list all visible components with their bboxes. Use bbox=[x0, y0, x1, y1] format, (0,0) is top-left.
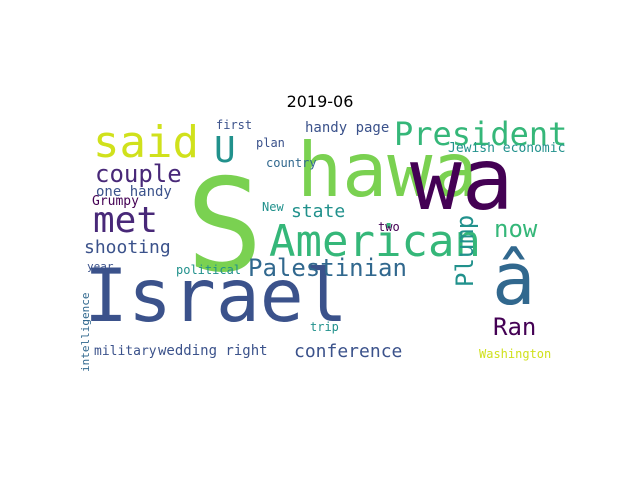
word-hawa: hawa bbox=[297, 126, 478, 214]
word-country: country bbox=[266, 156, 317, 170]
word-first: first bbox=[216, 118, 253, 132]
word-jewish-economic: Jewish economic bbox=[448, 141, 566, 156]
word-intelligence: intelligence bbox=[80, 292, 92, 372]
chart-title: 2019-06 bbox=[286, 92, 354, 111]
word-couple: couple bbox=[95, 160, 182, 188]
word-shooting: shooting bbox=[84, 237, 171, 258]
word-plan: plan bbox=[256, 136, 285, 150]
word-a-circumflex: â bbox=[492, 237, 536, 321]
word-state: state bbox=[291, 201, 346, 222]
word-cloud: Israel S hawa wa â American said Preside… bbox=[80, 115, 640, 403]
word-trip: trip bbox=[310, 320, 339, 334]
word-president: President bbox=[394, 115, 568, 153]
word-plump: Plump bbox=[451, 214, 479, 287]
word-wa: wa bbox=[410, 130, 514, 230]
word-military: military bbox=[94, 344, 157, 359]
word-new: New bbox=[262, 200, 284, 214]
word-grumpy: Grumpy bbox=[92, 194, 139, 209]
word-one-handy: one handy bbox=[96, 184, 172, 200]
word-wedding-right: wedding right bbox=[158, 343, 268, 359]
word-american: American bbox=[269, 216, 481, 267]
word-washington: Washington bbox=[479, 347, 552, 361]
word-handy-page: handy page bbox=[305, 120, 390, 136]
word-met: met bbox=[93, 200, 159, 241]
word-s: S bbox=[186, 152, 264, 301]
word-ran: Ran bbox=[493, 313, 537, 341]
word-palestinian: Palestinian bbox=[248, 254, 407, 282]
word-u: U bbox=[214, 130, 236, 171]
word-said: said bbox=[93, 117, 199, 168]
word-political: political bbox=[176, 263, 242, 277]
word-conference: conference bbox=[294, 341, 403, 362]
word-two: two bbox=[378, 220, 400, 234]
word-year: year bbox=[87, 260, 114, 273]
word-israel: Israel bbox=[84, 254, 348, 339]
word-now: now bbox=[494, 215, 538, 243]
